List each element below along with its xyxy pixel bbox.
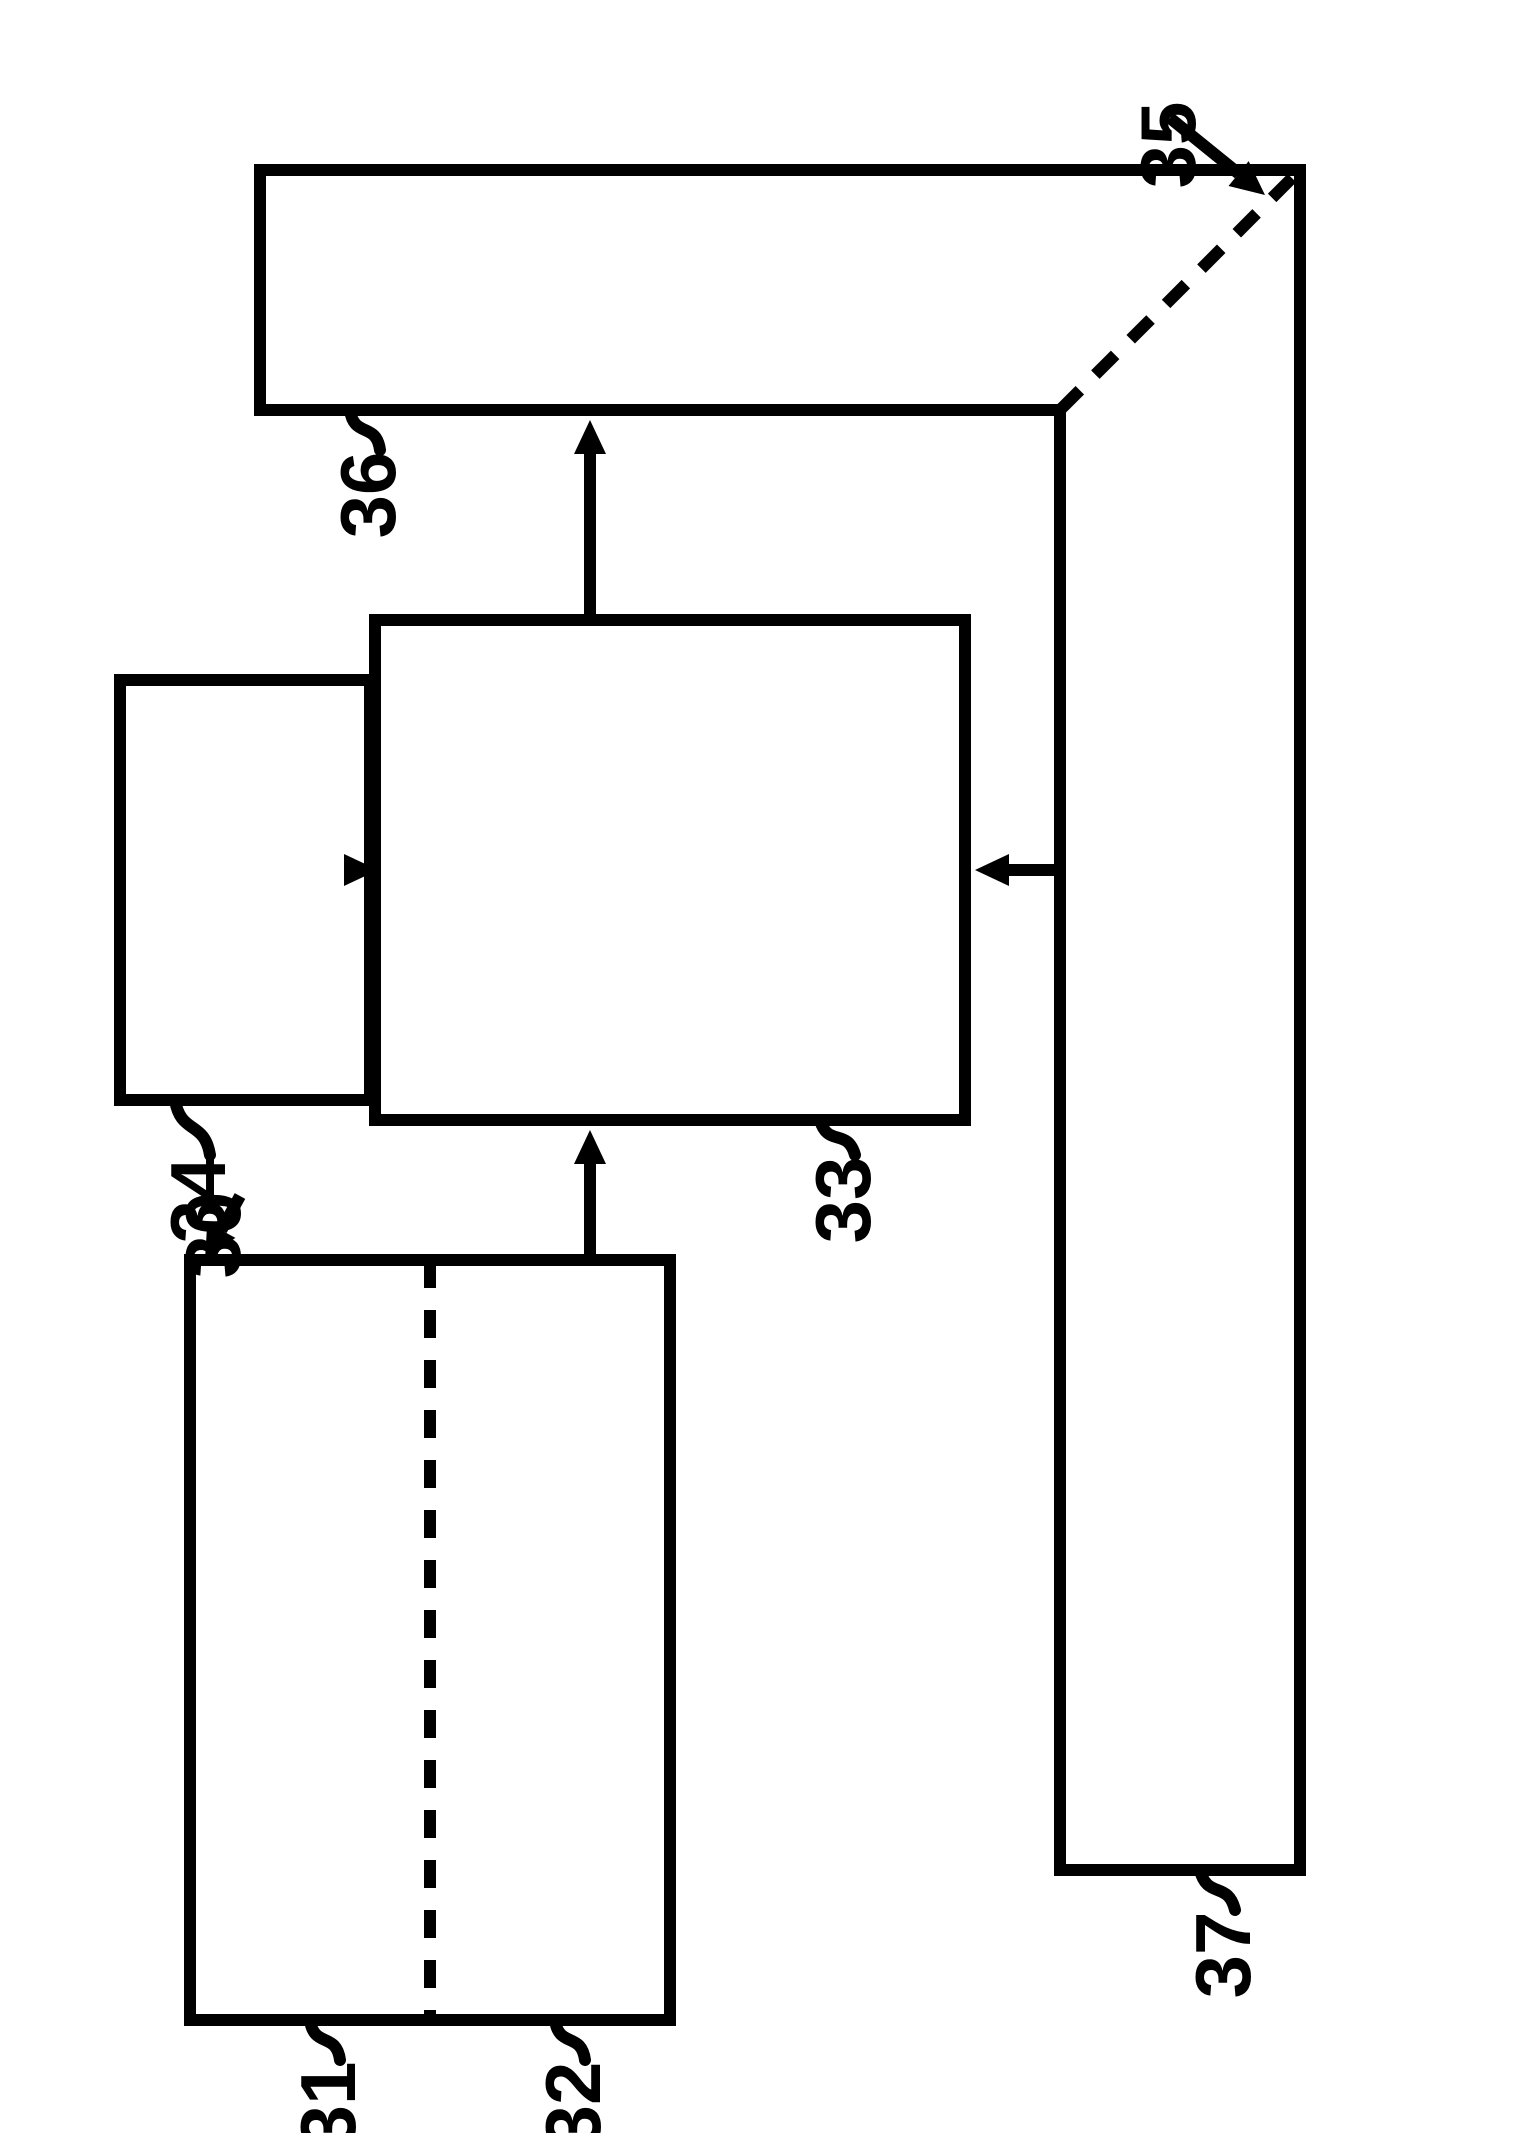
label-37: 37 bbox=[1179, 1912, 1267, 1999]
leader-34 bbox=[175, 1100, 210, 1155]
label-32: 32 bbox=[529, 2062, 617, 2133]
l-shape-diagonal-seam bbox=[1060, 170, 1300, 410]
arrow-33-to-36 bbox=[574, 420, 606, 620]
label-33: 33 bbox=[799, 1157, 887, 1244]
label-31: 31 bbox=[284, 2062, 372, 2133]
label-34: 34 bbox=[154, 1157, 242, 1244]
arrow-37-to-33 bbox=[975, 854, 1060, 886]
label-35: 35 bbox=[1124, 102, 1212, 189]
l-shape-35 bbox=[260, 170, 1300, 1870]
label-36: 36 bbox=[324, 452, 412, 539]
block-34 bbox=[120, 680, 370, 1100]
block-33 bbox=[375, 620, 965, 1120]
arrow-30-to-33 bbox=[574, 1130, 606, 1260]
